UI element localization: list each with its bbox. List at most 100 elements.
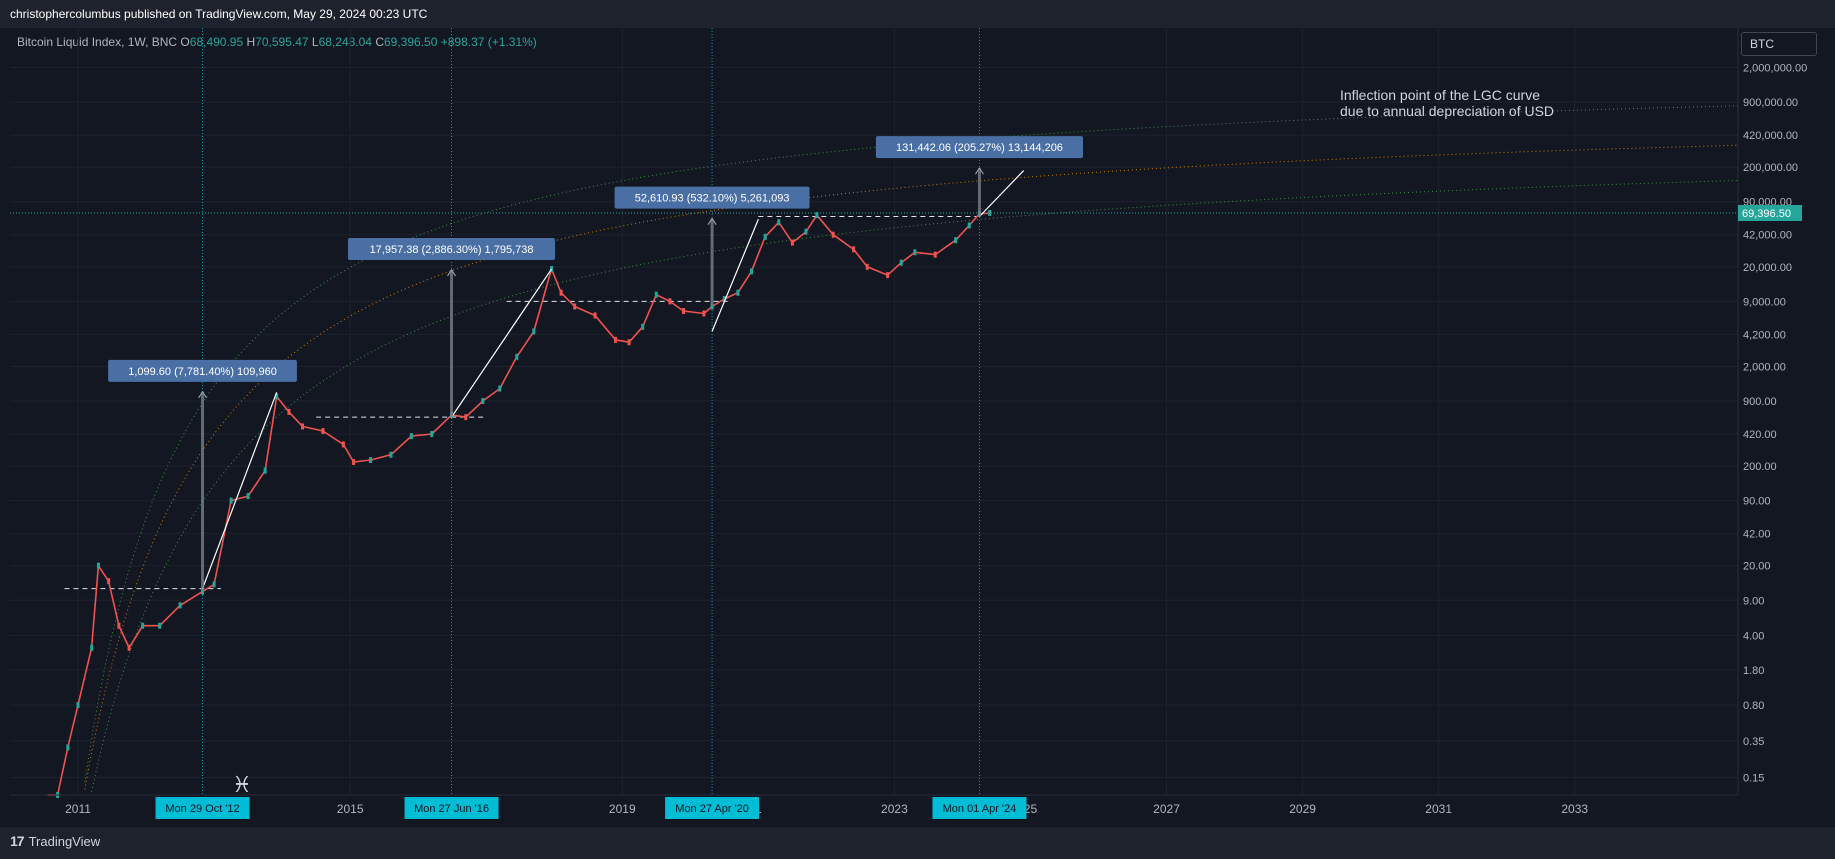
last-price-label: 69,396.50: [1742, 208, 1791, 220]
price-point: [275, 393, 279, 400]
y-tick-label: 1.80: [1743, 665, 1764, 677]
x-tick-label: 2011: [65, 802, 91, 816]
measure-arrow-icon: [198, 390, 208, 399]
price-point: [127, 644, 131, 651]
measure-annotations: 1,099.60 (7,781.40%) 109,960 17,957.38 (2…: [108, 136, 1083, 589]
x-tick-label: 2029: [1289, 802, 1316, 816]
y-tick-label: 4,200.00: [1743, 329, 1786, 341]
x-tick-label: 2027: [1153, 802, 1180, 816]
trend-line: [451, 268, 553, 418]
brand-name: TradingView: [28, 833, 101, 849]
price-point: [263, 467, 267, 474]
y-tick-label: 9,000.00: [1743, 296, 1786, 308]
price-point: [899, 259, 903, 266]
lower-band-curve: [91, 180, 1739, 792]
price-point: [481, 398, 485, 405]
price-point: [107, 578, 111, 585]
dashed-levels: [10, 212, 1738, 590]
price-point: [573, 303, 577, 310]
y-tick-label: 420,000.00: [1743, 130, 1798, 142]
price-point: [532, 328, 536, 335]
price-point: [90, 644, 94, 651]
currency-selector[interactable]: BTC: [1741, 32, 1817, 56]
measure-label-box: [108, 359, 297, 382]
price-point: [933, 251, 937, 258]
tradingview-logo[interactable]: 17 TradingView: [10, 833, 100, 849]
price-point: [865, 263, 869, 270]
measure-label: 17,957.38 (2,886.30%) 1,795,738: [370, 244, 534, 256]
legend-high-label: H: [246, 35, 256, 49]
measure-label: 131,442.06 (205.27%) 13,144,206: [896, 142, 1063, 154]
price-point: [815, 212, 819, 219]
price-point: [464, 414, 468, 421]
measure-label: 52,610.93 (532.10%) 5,261,093: [635, 193, 790, 205]
price-point: [831, 231, 835, 238]
price-point: [627, 339, 631, 346]
x-tick-label: 2019: [609, 802, 636, 816]
inflection-note-line: due to annual depreciation of USD: [1340, 103, 1554, 119]
price-point: [498, 385, 502, 392]
price-point: [515, 353, 519, 360]
y-tick-label: 900,000.00: [1743, 97, 1798, 109]
symbol-legend[interactable]: Bitcoin Liquid Index, 1W, BNC O68,490.95…: [17, 35, 537, 49]
x-tick-label: 2033: [1561, 802, 1588, 816]
y-tick-label: 2,000.00: [1743, 361, 1786, 373]
legend-open-label: O: [180, 35, 190, 49]
tradingview-mark-icon: 17: [10, 833, 25, 849]
price-point: [954, 237, 958, 244]
legend-change: +898.37 (+1.31%): [440, 35, 537, 49]
y-tick-label: 20,000.00: [1743, 262, 1792, 274]
price-point: [967, 222, 971, 229]
trend-line: [979, 170, 1025, 217]
price-point: [913, 249, 917, 256]
measure-label-box: [347, 238, 556, 261]
legend-low-label: L: [311, 35, 319, 49]
y-tick-label: 900.00: [1743, 396, 1777, 408]
legend-symbol: Bitcoin Liquid Index, 1W, BNC: [17, 35, 178, 49]
price-point: [750, 268, 754, 275]
price-point: [654, 291, 658, 298]
price-point: [852, 246, 856, 253]
measure-label-box: [614, 186, 810, 209]
price-point: [790, 239, 794, 246]
time-axis: 20112015201920232027202920312033125Mon 2…: [10, 794, 1738, 819]
price-point: [559, 289, 563, 296]
y-tick-label: 42,000.00: [1743, 230, 1792, 242]
price-point: [301, 423, 305, 430]
top-bar: [0, 0, 1835, 28]
legend-high: 70,595.47: [255, 35, 309, 49]
date-label: Mon 27 Apr '20: [675, 803, 749, 815]
trend-line: [201, 392, 278, 589]
price-axis: 2,000,000.00 900,000.00 420,000.00 200,000.…: [1737, 28, 1807, 795]
footer-bar: [0, 827, 1835, 859]
y-tick-label: 420.00: [1743, 429, 1777, 441]
price-point: [141, 622, 145, 629]
price-point: [287, 408, 291, 415]
y-tick-label: 90.00: [1743, 496, 1771, 508]
price-point: [886, 272, 890, 279]
price-point: [321, 428, 325, 435]
last-price-tag: [1738, 204, 1802, 221]
x-tick-label: 2015: [337, 802, 364, 816]
y-tick-label: 4.00: [1743, 630, 1764, 642]
price-point: [641, 323, 645, 330]
price-point: [722, 296, 726, 303]
price-line: [47, 212, 990, 796]
price-point: [369, 457, 373, 464]
measure-arrow-icon: [707, 217, 717, 225]
x-tick-label: 2031: [1425, 802, 1452, 816]
publisher-info: christophercolumbus published on Trading…: [10, 7, 428, 21]
x-tick-label: 2023: [881, 802, 908, 816]
y-tick-label: 42.00: [1743, 529, 1771, 541]
price-point: [246, 493, 250, 500]
legend-open: 68,490.95: [189, 35, 244, 49]
price-point: [96, 562, 100, 569]
price-point: [389, 451, 393, 458]
y-tick-label: 0.15: [1743, 772, 1764, 784]
price-point: [682, 308, 686, 315]
y-tick-label: 9.00: [1743, 595, 1764, 607]
price-point: [668, 298, 672, 305]
y-tick-label: 0.80: [1743, 700, 1764, 712]
measure-label: 1,099.60 (7,781.40%) 109,960: [128, 366, 277, 378]
